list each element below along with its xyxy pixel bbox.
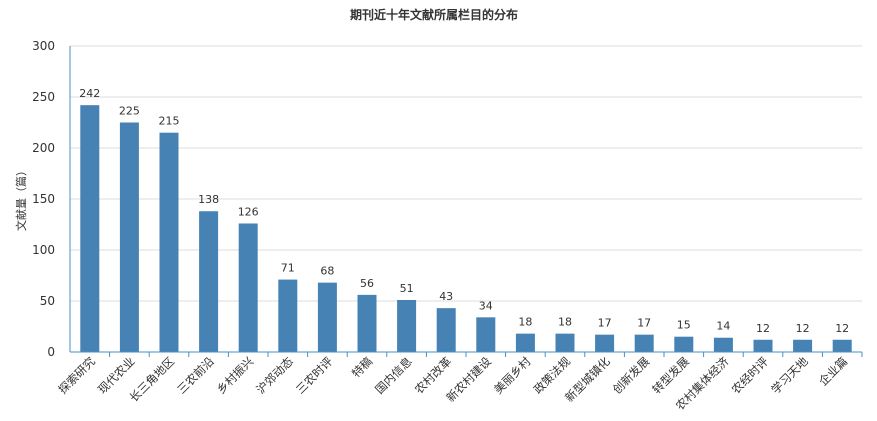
bar (674, 336, 694, 352)
bar-value-label: 18 (558, 316, 572, 329)
bars (80, 105, 852, 352)
x-category-label: 特稿 (349, 354, 375, 380)
x-category-label: 国内信息 (372, 354, 414, 396)
x-category-label: 探索研究 (55, 354, 98, 397)
bar-value-label: 225 (119, 105, 140, 118)
bar-value-label: 51 (400, 282, 414, 295)
bar-value-label: 12 (796, 322, 810, 335)
bar (634, 334, 654, 352)
bar-value-label: 14 (716, 320, 730, 333)
y-axis-title: 文献量（篇） (14, 165, 28, 231)
bar-value-label: 15 (677, 319, 691, 332)
chart-title: 期刊近十年文献所属栏目的分布 (350, 7, 518, 22)
grid-lines (70, 45, 862, 302)
bar (595, 334, 615, 352)
bar-value-label: 71 (281, 262, 295, 275)
x-category-label: 乡村振兴 (214, 354, 256, 396)
y-tick-label: 0 (47, 345, 55, 359)
bar (159, 132, 179, 352)
y-tick-label: 100 (32, 243, 55, 257)
bar (317, 282, 337, 352)
bar-value-label: 138 (198, 193, 219, 206)
bar-value-label: 12 (835, 322, 849, 335)
bar (555, 333, 575, 352)
axes: 050100150200250300探索研究现代农业长三角地区三农前沿乡村振兴沪… (32, 39, 863, 413)
y-tick-label: 50 (40, 294, 55, 308)
bar (119, 122, 139, 352)
x-category-label: 学习天地 (768, 354, 811, 397)
bar (515, 333, 535, 352)
bar (793, 339, 813, 352)
y-tick-label: 250 (32, 90, 55, 104)
bar (476, 317, 496, 352)
bar (436, 308, 456, 352)
bar (357, 294, 377, 352)
bar-value-label: 68 (320, 265, 334, 278)
x-category-label: 创新发展 (610, 354, 653, 397)
y-tick-label: 300 (32, 39, 55, 53)
bar-value-label: 242 (79, 87, 100, 100)
bar-value-label: 34 (479, 299, 493, 312)
bar (80, 105, 100, 352)
x-category-label: 沪郊动态 (253, 354, 296, 397)
bar-value-label: 43 (439, 290, 453, 303)
bar-value-label: 56 (360, 277, 374, 290)
bar (713, 337, 733, 352)
y-tick-label: 200 (32, 141, 55, 155)
data-labels: 242 225 215 138 126 71 68 56 51 43 34 18 18 17 17 15 14 1… (79, 87, 849, 335)
bar (753, 339, 773, 352)
bar-value-label: 215 (159, 115, 180, 128)
y-tick-label: 150 (32, 192, 55, 206)
bar-value-label: 17 (637, 317, 651, 330)
bar (397, 299, 417, 352)
bar (238, 223, 258, 352)
x-category-label: 三农前沿 (174, 354, 216, 396)
bar (832, 339, 852, 352)
bar-value-label: 126 (238, 205, 259, 218)
x-category-label: 农经时评 (729, 354, 772, 397)
x-category-label: 三农时评 (293, 354, 336, 397)
bar-value-label: 17 (598, 317, 612, 330)
bar-value-label: 12 (756, 322, 770, 335)
x-category-label: 企业篇 (816, 354, 850, 388)
x-category-label: 美丽乡村 (491, 354, 534, 397)
bar-value-label: 18 (518, 316, 532, 329)
bar (199, 211, 219, 352)
bar (278, 279, 298, 352)
